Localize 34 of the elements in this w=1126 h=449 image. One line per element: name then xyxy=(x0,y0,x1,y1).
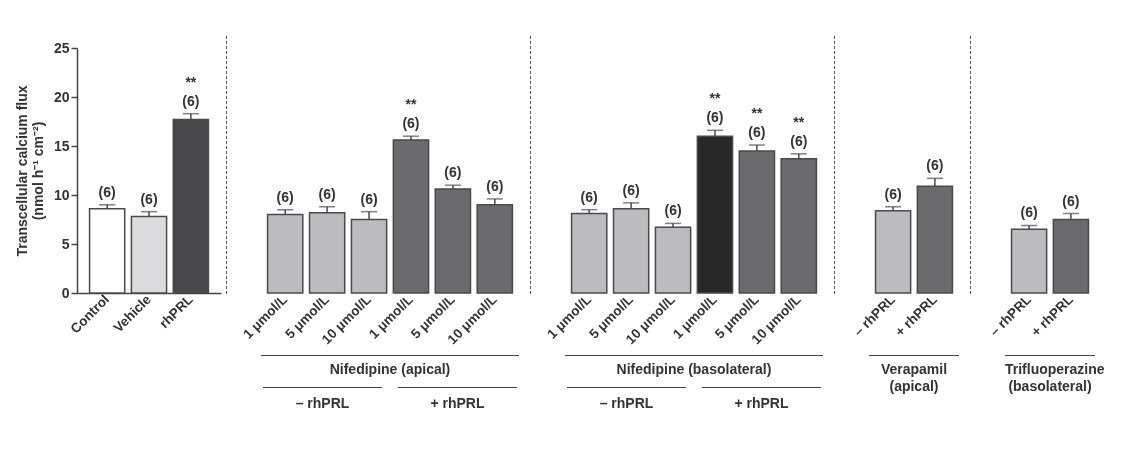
annotation: (6) xyxy=(884,185,902,202)
annotation: (6) xyxy=(926,157,944,174)
annotation: (6) xyxy=(486,177,504,194)
annotation: (6) xyxy=(622,181,640,198)
annotation: ** (6) xyxy=(790,113,808,149)
y-tick-label: 20 xyxy=(53,88,70,105)
annotation: (6) xyxy=(1062,192,1080,209)
annotation: ** (6) xyxy=(402,96,420,132)
text: – rhPRL xyxy=(567,387,686,411)
annotation: (6) xyxy=(318,185,336,202)
y-tick-label: 10 xyxy=(53,186,70,203)
annotation: ** (6) xyxy=(748,105,766,141)
text: + rhPRL xyxy=(702,387,821,411)
y-tick-label: 15 xyxy=(53,137,70,154)
y-tick-label: 5 xyxy=(61,235,70,252)
annotation: ** (6) xyxy=(182,73,200,109)
annotation: (6) xyxy=(276,188,294,205)
annotation: (6) xyxy=(664,202,682,219)
y-tick-label: 25 xyxy=(53,39,70,56)
annotation: ** (6) xyxy=(706,90,724,126)
annotation: (6) xyxy=(140,190,158,207)
x-axis-title: Nifedipine (apical) xyxy=(261,355,519,378)
y-axis-title: Transcellular calcium flux (nmol h⁻¹ cm⁻²) xyxy=(13,85,46,257)
y-tick-label: 0 xyxy=(61,284,70,301)
annotation: (6) xyxy=(1020,204,1038,221)
annotation: (6) xyxy=(444,164,462,181)
x-axis-title: Trifluoperazine (basolateral) xyxy=(1005,360,1105,395)
annotation: (6) xyxy=(360,190,378,207)
text: – rhPRL xyxy=(263,387,382,411)
text: + rhPRL xyxy=(398,387,517,411)
annotation: (6) xyxy=(580,188,598,205)
annotation: (6) xyxy=(98,183,116,200)
x-axis-title: Nifedipine (basolateral) xyxy=(565,355,823,378)
x-axis-title: Verapamil (apical) xyxy=(869,355,959,395)
